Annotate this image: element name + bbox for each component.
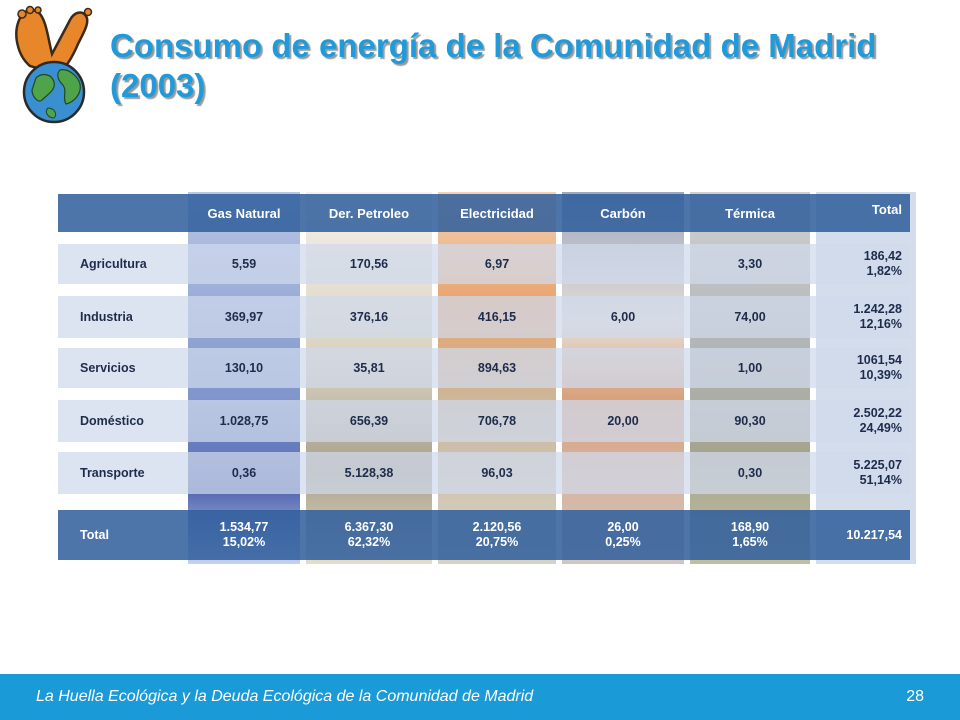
row-label-agricultura: Agricultura bbox=[80, 256, 147, 271]
footprint-globe-logo bbox=[15, 5, 93, 124]
footer-petroleo: 6.367,30 62,32% bbox=[306, 510, 432, 560]
cell-agricultura-termica: 3,30 bbox=[737, 256, 763, 271]
header-gas-natural: Gas Natural bbox=[207, 205, 281, 221]
footer-percent: 20,75% bbox=[475, 535, 519, 549]
cell-industria-total: 1.242,28 12,16% bbox=[816, 296, 910, 338]
header-electricidad: Electricidad bbox=[460, 205, 534, 221]
header-termica: Térmica bbox=[725, 205, 775, 221]
cell-transporte-carbon bbox=[562, 452, 684, 494]
footer-percent: 62,32% bbox=[347, 535, 391, 549]
header-der-petroleo: Der. Petroleo bbox=[328, 205, 410, 221]
row-label-industria: Industria bbox=[80, 309, 133, 324]
footer-gas: 1.534,77 15,02% bbox=[188, 510, 300, 560]
cell-domestico-electricidad: 706,78 bbox=[477, 413, 517, 428]
row-label-domestico: Doméstico bbox=[80, 413, 144, 428]
footer-value: 168,90 bbox=[730, 520, 770, 534]
cell-transporte-petroleo: 5.128,38 bbox=[344, 465, 394, 480]
total-value: 1061,54 bbox=[856, 353, 902, 367]
cell-domestico-termica: 90,30 bbox=[734, 413, 766, 428]
footer-percent: 1,65% bbox=[732, 535, 768, 549]
cell-servicios-carbon bbox=[562, 348, 684, 388]
row-band-domestico bbox=[58, 400, 910, 442]
cell-agricultura-petroleo: 170,56 bbox=[349, 256, 389, 271]
footer-text: La Huella Ecológica y la Deuda Ecológica… bbox=[36, 688, 534, 705]
total-percent: 1,82% bbox=[866, 264, 902, 278]
cell-agricultura-gas: 5,59 bbox=[231, 256, 257, 271]
row-band-agricultura bbox=[58, 244, 910, 284]
total-percent: 12,16% bbox=[859, 317, 902, 331]
total-value: 5.225,07 bbox=[853, 458, 902, 472]
total-percent: 24,49% bbox=[859, 421, 902, 435]
row-band-servicios bbox=[58, 348, 910, 388]
cell-domestico-carbon: 20,00 bbox=[607, 413, 639, 428]
cell-servicios-gas: 130,10 bbox=[224, 360, 264, 375]
total-percent: 10,39% bbox=[859, 368, 902, 382]
row-band-transporte bbox=[58, 452, 910, 494]
footer-percent: 15,02% bbox=[222, 535, 266, 549]
row-label-servicios: Servicios bbox=[80, 360, 136, 375]
cell-servicios-termica: 1,00 bbox=[737, 360, 763, 375]
total-value: 2.502,22 bbox=[853, 406, 902, 420]
cell-servicios-total: 1061,54 10,39% bbox=[816, 348, 910, 388]
cell-domestico-total: 2.502,22 24,49% bbox=[816, 400, 910, 442]
footer-electricidad: 2.120,56 20,75% bbox=[438, 510, 556, 560]
total-value: 1.242,28 bbox=[853, 302, 902, 316]
header-band bbox=[58, 194, 910, 232]
footer-carbon: 26,00 0,25% bbox=[562, 510, 684, 560]
footer-percent: 0,25% bbox=[605, 535, 641, 549]
cell-industria-electricidad: 416,15 bbox=[477, 309, 517, 324]
cell-transporte-total: 5.225,07 51,14% bbox=[816, 452, 910, 494]
cell-transporte-gas: 0,36 bbox=[231, 465, 257, 480]
cell-servicios-petroleo: 35,81 bbox=[353, 360, 385, 375]
slide-title: Consumo de energía de la Comunidad de Ma… bbox=[110, 27, 877, 104]
cell-industria-gas: 369,97 bbox=[224, 309, 264, 324]
footer-value: 6.367,30 bbox=[344, 520, 394, 534]
total-value: 186,42 bbox=[863, 249, 902, 263]
row-label-transporte: Transporte bbox=[80, 465, 145, 480]
cell-servicios-electricidad: 894,63 bbox=[477, 360, 517, 375]
footer-value: 1.534,77 bbox=[219, 520, 269, 534]
cell-agricultura-total: 186,42 1,82% bbox=[816, 244, 910, 284]
total-percent: 51,14% bbox=[859, 473, 902, 487]
header-carbon: Carbón bbox=[600, 205, 646, 221]
energy-consumption-table: Gas Natural Der. Petroleo Electricidad C… bbox=[42, 172, 926, 580]
footer-grand-total: 10.217,54 bbox=[846, 527, 902, 542]
cell-industria-petroleo: 376,16 bbox=[349, 309, 389, 324]
cell-domestico-gas: 1.028,75 bbox=[219, 413, 269, 428]
cell-industria-termica: 74,00 bbox=[734, 309, 766, 324]
footer-termica: 168,90 1,65% bbox=[690, 510, 810, 560]
cell-agricultura-electricidad: 6,97 bbox=[484, 256, 510, 271]
cell-domestico-petroleo: 656,39 bbox=[349, 413, 389, 428]
cell-agricultura-carbon bbox=[562, 244, 684, 284]
row-band-industria bbox=[58, 296, 910, 338]
footer-value: 2.120,56 bbox=[472, 520, 522, 534]
header-total: Total bbox=[871, 201, 902, 217]
footer-bar: La Huella Ecológica y la Deuda Ecológica… bbox=[0, 674, 960, 720]
footer-label-total: Total bbox=[80, 527, 109, 542]
cell-transporte-electricidad: 96,03 bbox=[481, 465, 513, 480]
footer-value: 26,00 bbox=[607, 520, 639, 534]
page-number: 28 bbox=[906, 688, 924, 705]
cell-industria-carbon: 6,00 bbox=[610, 309, 636, 324]
footer-band bbox=[58, 510, 910, 560]
cell-transporte-termica: 0,30 bbox=[737, 465, 763, 480]
